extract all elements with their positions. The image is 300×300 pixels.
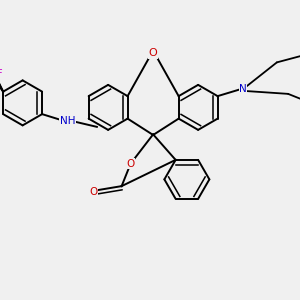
Text: O: O	[149, 48, 158, 59]
Text: O: O	[89, 187, 97, 197]
Text: F: F	[0, 69, 3, 79]
Text: O: O	[127, 159, 135, 169]
Text: N: N	[239, 84, 247, 94]
Text: NH: NH	[60, 116, 75, 126]
